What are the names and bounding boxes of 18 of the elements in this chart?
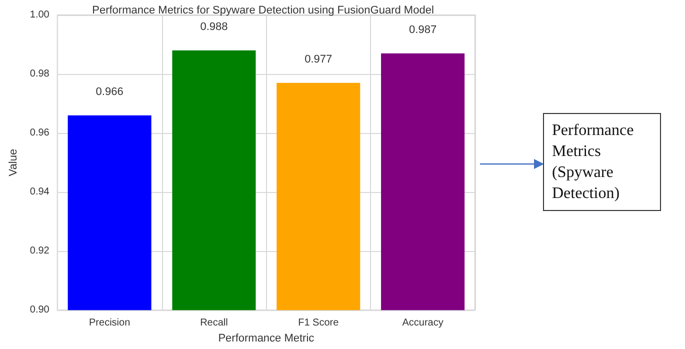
chart-title: Performance Metrics for Spyware Detection using FusionGuard Model — [92, 4, 434, 16]
data-label: 0.987 — [409, 24, 437, 36]
x-tick-label: Recall — [200, 318, 228, 329]
y-axis-title: Value — [8, 148, 20, 176]
x-tick-label: Accuracy — [402, 318, 444, 329]
data-label: 0.966 — [96, 86, 124, 98]
y-tick-label: 0.92 — [30, 246, 50, 257]
y-tick-label: 1.00 — [30, 10, 50, 20]
y-tick-label: 0.90 — [30, 304, 50, 316]
text: Performance Metrics (Spyware Detection) — [543, 113, 661, 211]
y-tick-label: 0.94 — [30, 186, 50, 198]
data-label: 0.977 — [304, 53, 332, 66]
x-tick-label: F1 Score — [298, 318, 340, 329]
y-tick-label: 0.98 — [30, 68, 50, 80]
data-label: 0.988 — [200, 20, 228, 33]
x-axis-title: Performance Metric — [218, 332, 315, 344]
x-tick-label: Precision — [88, 318, 130, 329]
y-tick-label: 0.96 — [30, 128, 50, 139]
